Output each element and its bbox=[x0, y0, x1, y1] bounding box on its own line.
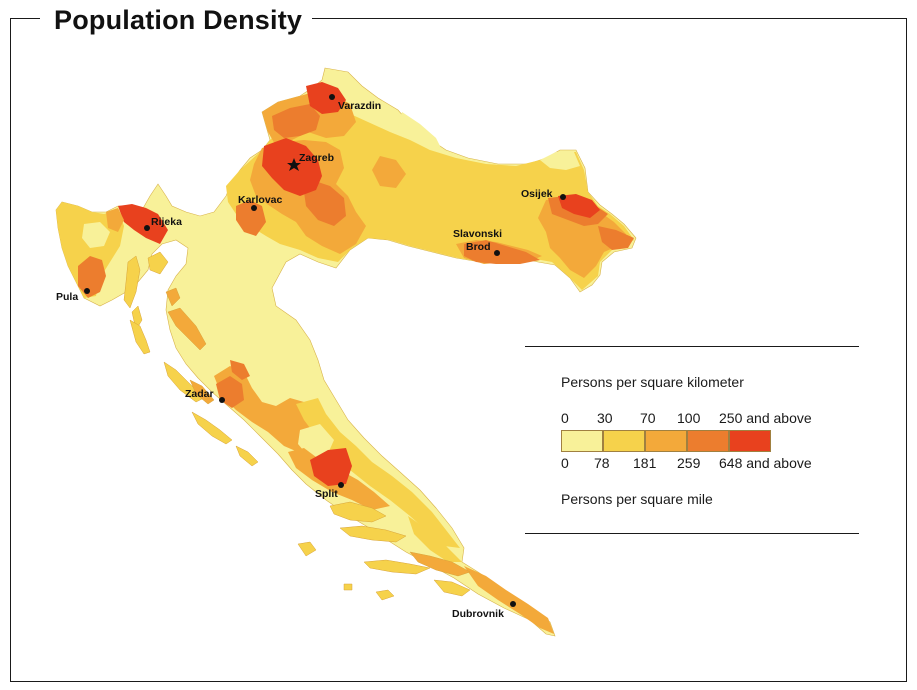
island-mljet bbox=[433, 579, 471, 597]
city-label-rijeka: Rijeka bbox=[151, 216, 182, 228]
region-varazdin-class5 bbox=[306, 82, 346, 114]
legend-swatch-class3 bbox=[645, 430, 687, 452]
island-peljesac bbox=[409, 551, 471, 577]
region-zagreb-class4 bbox=[304, 180, 346, 226]
pula-marker bbox=[84, 288, 90, 294]
region-osijek-class5 bbox=[558, 194, 600, 218]
region-south-class3 bbox=[464, 566, 554, 634]
legend-top-rule bbox=[525, 346, 859, 347]
legend-swatch-class1 bbox=[561, 430, 603, 452]
rijeka-marker bbox=[144, 225, 150, 231]
island-hvar bbox=[339, 525, 407, 543]
legend-km-break-0: 0 bbox=[561, 410, 569, 426]
legend-km-title: Persons per square kilometer bbox=[561, 374, 744, 390]
region-karlovac-class4 bbox=[236, 200, 266, 236]
island-brac bbox=[329, 501, 387, 523]
region-varazdin-class4 bbox=[272, 104, 320, 138]
dubrovnik-marker bbox=[510, 601, 516, 607]
city-label-split: Split bbox=[315, 488, 338, 500]
zagreb-capital-star-icon bbox=[287, 158, 301, 171]
legend-mile-break-0: 0 bbox=[561, 455, 569, 471]
region-se-class4 bbox=[598, 226, 634, 250]
region-makarska-class2 bbox=[408, 516, 462, 562]
legend-swatch-class2 bbox=[603, 430, 645, 452]
island-dugi bbox=[163, 361, 205, 403]
map-frame bbox=[10, 18, 907, 682]
split-marker bbox=[338, 482, 344, 488]
island-rab bbox=[165, 287, 181, 307]
island-small-1 bbox=[129, 319, 151, 355]
region-rijeka-class3 bbox=[106, 208, 124, 232]
island-small-2 bbox=[235, 445, 259, 467]
legend-swatch-class4 bbox=[687, 430, 729, 452]
region-istria-class1 bbox=[82, 222, 110, 248]
region-istria-class2 bbox=[56, 202, 124, 298]
island-vis bbox=[297, 541, 317, 557]
karlovac-marker bbox=[251, 205, 257, 211]
legend: Persons per square kilometer 0 30 70 100… bbox=[525, 346, 859, 536]
region-inland-dalmatia-class2 bbox=[296, 398, 460, 548]
island-kornati bbox=[191, 411, 233, 445]
legend-km-break-4: 250 and above bbox=[719, 410, 812, 426]
legend-km-break-3: 100 bbox=[677, 410, 701, 426]
legend-km-break-2: 70 bbox=[640, 410, 656, 426]
region-light-pocket bbox=[298, 424, 334, 458]
city-label-osijek: Osijek bbox=[521, 188, 553, 200]
legend-mile-break-2: 181 bbox=[633, 455, 657, 471]
osijek-marker bbox=[560, 194, 566, 200]
region-split-class5 bbox=[310, 448, 352, 486]
city-label-brod: Brod bbox=[466, 241, 491, 253]
legend-mile-title: Persons per square mile bbox=[561, 491, 713, 507]
region-brod-class4 bbox=[464, 240, 540, 264]
region-ne-light bbox=[540, 152, 580, 170]
legend-mile-break-1: 78 bbox=[594, 455, 610, 471]
zadar-marker bbox=[219, 397, 225, 403]
island-krk bbox=[147, 251, 169, 275]
city-label-slavonski: Slavonski bbox=[453, 228, 502, 240]
city-label-zagreb: Zagreb bbox=[299, 152, 334, 164]
island-korcula bbox=[363, 559, 431, 575]
city-label-dubrovnik: Dubrovnik bbox=[452, 608, 504, 620]
legend-km-break-1: 30 bbox=[597, 410, 613, 426]
region-pula-class4 bbox=[78, 256, 106, 298]
slavonski-brod-marker bbox=[494, 250, 500, 256]
legend-swatch-class5 bbox=[729, 430, 771, 452]
varazdin-marker bbox=[329, 94, 335, 100]
title-box: Population Density bbox=[40, 3, 313, 37]
island-lastovo bbox=[375, 589, 395, 601]
city-label-zadar: Zadar bbox=[185, 388, 214, 400]
region-central-class3 bbox=[372, 156, 406, 188]
island-pag bbox=[167, 307, 207, 351]
city-label-varazdin: Varazdin bbox=[338, 100, 381, 112]
region-rijeka-class5 bbox=[118, 204, 168, 244]
region-north-light bbox=[398, 112, 442, 150]
legend-mile-break-3: 259 bbox=[677, 455, 701, 471]
map-title: Population Density bbox=[54, 5, 303, 35]
island-ugljan bbox=[189, 379, 215, 405]
island-cres bbox=[123, 255, 141, 309]
legend-bottom-rule bbox=[525, 533, 859, 534]
city-label-pula: Pula bbox=[56, 291, 78, 303]
city-label-karlovac: Karlovac bbox=[238, 194, 283, 206]
island-small-3 bbox=[343, 583, 353, 591]
legend-mile-break-4: 648 and above bbox=[719, 455, 812, 471]
region-zadar-class4b bbox=[230, 360, 250, 380]
